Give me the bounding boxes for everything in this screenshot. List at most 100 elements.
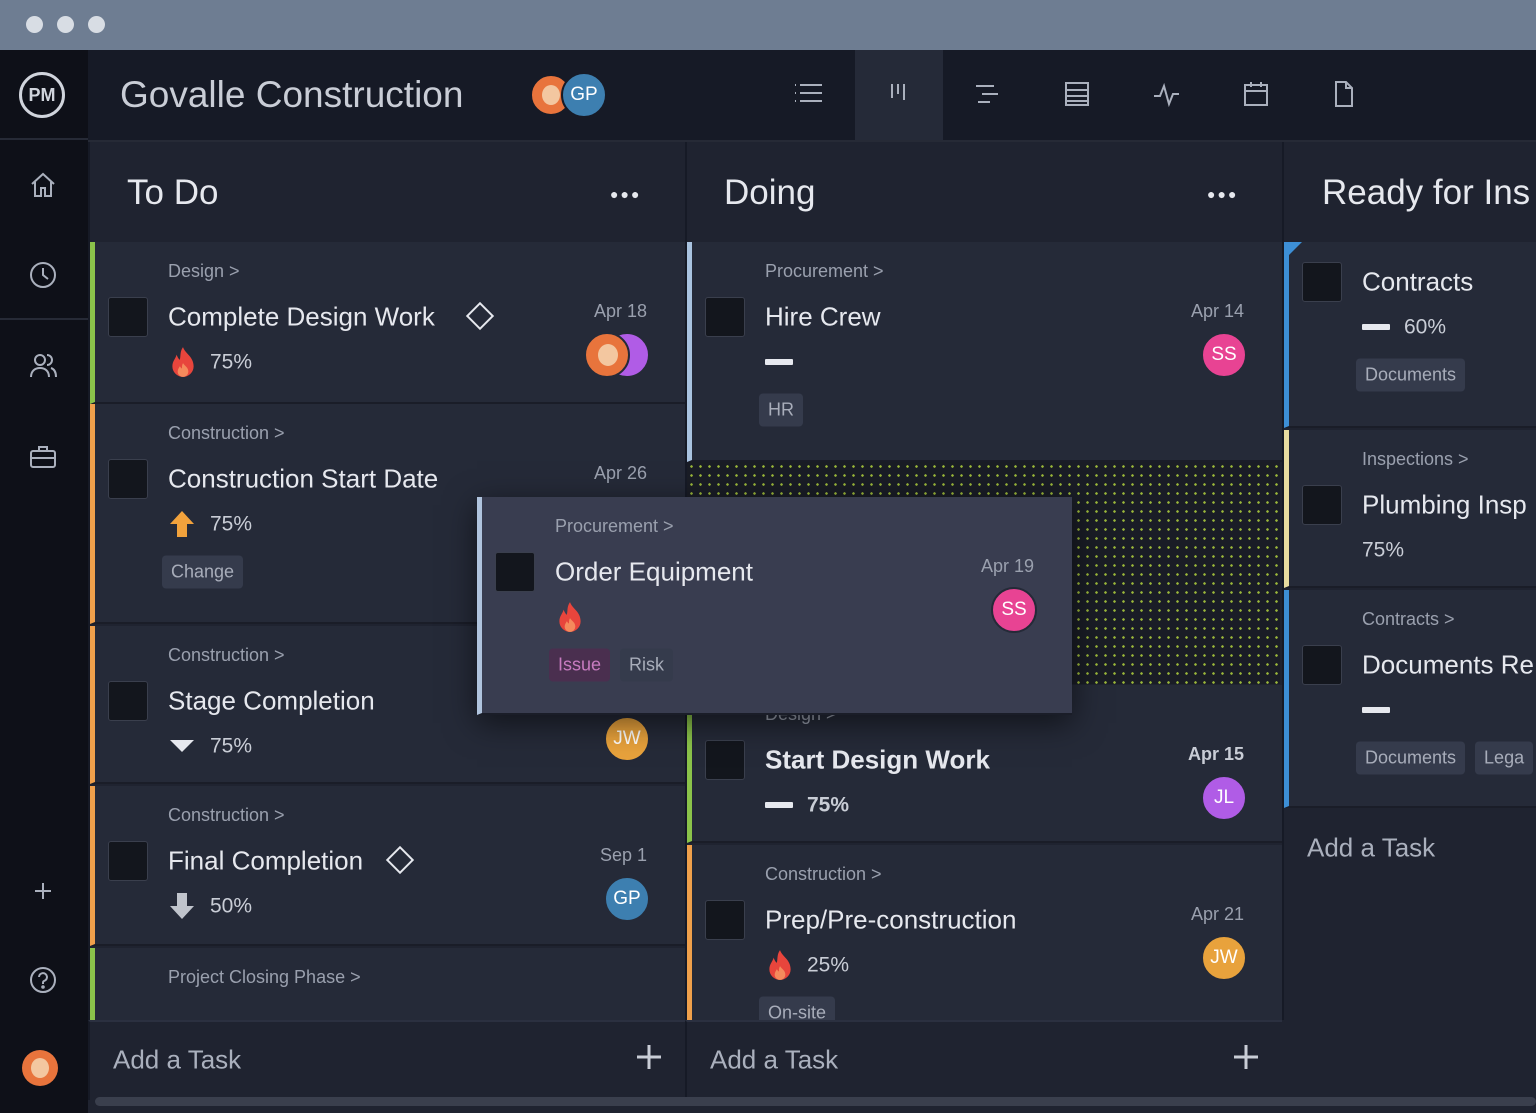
clock-icon[interactable] (28, 260, 58, 290)
column: Contracts 60% Documents Inspections > Plumbi… (1282, 240, 1536, 1020)
task-tag: Risk (620, 648, 674, 682)
task-checkbox[interactable] (1302, 262, 1342, 302)
priority-icon (555, 600, 585, 634)
task-checkbox[interactable] (108, 841, 148, 881)
task-date: Apr 26 (593, 463, 647, 484)
task-tag: Change (162, 555, 244, 589)
column-title: Doing (724, 173, 816, 212)
add-icon[interactable] (32, 880, 54, 902)
task-title: Construction Start Date (168, 463, 439, 494)
task-tag: Issue (549, 648, 611, 682)
home-icon[interactable] (28, 170, 58, 200)
help-icon[interactable] (28, 965, 58, 995)
priority-icon (765, 948, 795, 982)
task-tag: Documents (1356, 358, 1466, 392)
task-progress: 75% (1362, 538, 1405, 562)
milestone-icon (385, 845, 415, 875)
task-card[interactable]: Design > Complete Design Work Apr 18 75% (90, 242, 685, 404)
task-tag: Lega (1475, 741, 1534, 775)
assignee-avatar[interactable]: JL (1201, 775, 1247, 821)
avatar[interactable] (584, 332, 630, 378)
add-task[interactable]: Add a Task (113, 1044, 242, 1075)
column-marker (1284, 242, 1302, 260)
milestone-icon (465, 301, 495, 331)
task-category: Construction > (765, 864, 882, 885)
task-checkbox[interactable] (108, 297, 148, 337)
briefcase-icon[interactable] (28, 442, 58, 472)
task-tag: On-site (759, 996, 836, 1020)
task-progress: 75% (210, 512, 253, 536)
task-title: Final Completion (168, 845, 364, 876)
view-tabs[interactable] (788, 80, 1388, 110)
column-header: To Do ●●● (88, 142, 685, 242)
header-avatar[interactable]: GP (561, 72, 607, 118)
task-card[interactable]: Project Closing Phase > (90, 948, 685, 1020)
add-task[interactable]: Add a Task (1307, 832, 1436, 863)
column-menu[interactable]: ●●● (610, 186, 642, 202)
user-avatar[interactable] (22, 1050, 58, 1086)
assignee-avatar[interactable]: JW (604, 716, 650, 762)
priority-icon (765, 358, 793, 366)
task-card[interactable]: Construction > Prep/Pre-construction Apr 2… (687, 845, 1282, 1020)
column-menu[interactable]: ●●● (1207, 186, 1239, 202)
task-progress: 75% (210, 350, 253, 374)
task-title: Contracts (1362, 266, 1474, 297)
priority-icon (168, 738, 196, 754)
task-date: Apr 21 (1190, 904, 1244, 925)
task-tag: HR (759, 393, 803, 427)
window-bar (0, 0, 1536, 50)
task-title: Hire Crew (765, 301, 881, 332)
add-task-plus[interactable] (635, 1034, 663, 1082)
add-task[interactable]: Add a Task (710, 1044, 839, 1075)
assignee-avatar[interactable]: SS (991, 587, 1037, 633)
task-checkbox[interactable] (108, 681, 148, 721)
task-progress: 75% (210, 734, 253, 758)
assignee-avatar[interactable]: GP (604, 876, 650, 922)
task-checkbox[interactable] (705, 297, 745, 337)
task-category: Construction > (168, 645, 285, 666)
task-category: Construction > (168, 423, 285, 444)
task-progress: 25% (807, 953, 850, 977)
add-task-bar: Add a Task (88, 1020, 685, 1100)
people-icon[interactable] (28, 350, 58, 380)
task-card[interactable]: Inspections > Plumbing Insp 75% (1284, 430, 1536, 588)
task-title: Plumbing Insp (1362, 489, 1527, 520)
sidebar: PM (0, 50, 88, 1113)
task-checkbox[interactable] (108, 459, 148, 499)
task-progress: 60% (1404, 315, 1447, 339)
logo: PM (19, 72, 65, 118)
task-date: Apr 14 (1190, 301, 1244, 322)
priority-icon (765, 801, 793, 809)
task-category: Procurement > (555, 516, 674, 537)
task-checkbox[interactable] (1302, 645, 1342, 685)
column-header: Doing ●●● (685, 142, 1282, 242)
add-task-plus[interactable] (1232, 1034, 1260, 1082)
task-date: Sep 1 (599, 845, 647, 866)
assignee-avatar[interactable]: SS (1201, 332, 1247, 378)
task-checkbox[interactable] (495, 552, 535, 592)
task-card[interactable]: Contracts 60% Documents (1284, 242, 1536, 428)
task-title: Order Equipment (555, 556, 753, 587)
task-checkbox[interactable] (705, 740, 745, 780)
task-date: Apr 18 (593, 301, 647, 322)
task-title: Prep/Pre-construction (765, 904, 1017, 935)
task-checkbox[interactable] (705, 900, 745, 940)
task-checkbox[interactable] (1302, 485, 1342, 525)
priority-icon (168, 509, 196, 539)
dragged-card[interactable]: Procurement > Order Equipment Apr 19 SS Issu… (477, 497, 1072, 715)
task-card[interactable]: Procurement > Hire Crew Apr 14 SS HR (687, 242, 1282, 462)
avatar-face (598, 344, 618, 366)
task-card[interactable]: Construction > Final Completion Sep 1 50% GP (90, 786, 685, 946)
scrollbar (95, 1097, 1536, 1106)
task-progress: 50% (210, 894, 253, 918)
column-header: Ready for Ins (1282, 142, 1536, 242)
column-title: Ready for Ins (1322, 173, 1531, 212)
assignee-avatar[interactable]: JW (1201, 935, 1247, 981)
task-title: Stage Completion (168, 685, 375, 716)
task-card[interactable]: Contracts > Documents Re Documents Lega (1284, 590, 1536, 808)
priority-icon (1362, 323, 1390, 331)
task-category: Contracts > (1362, 609, 1455, 630)
task-title: Complete Design Work (168, 301, 435, 332)
priority-icon (1362, 706, 1390, 714)
